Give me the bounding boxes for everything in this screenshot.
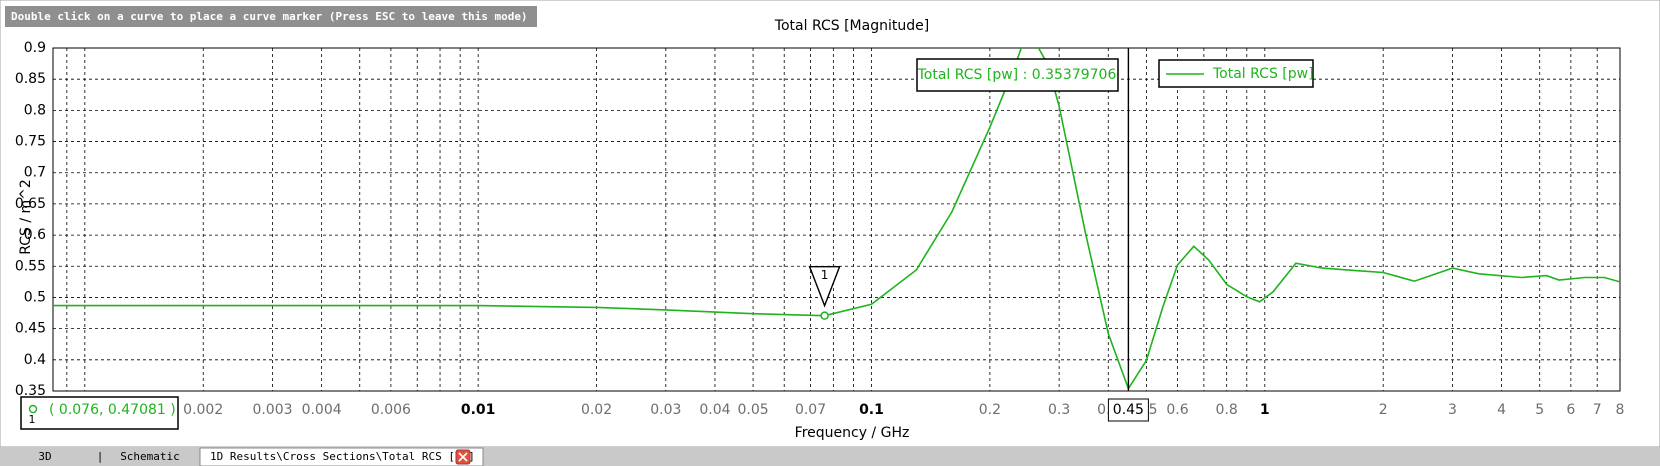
y-tick-label: 0.5 [24, 289, 46, 305]
marker-box-icon [28, 404, 38, 414]
y-tick-label: 0.8 [24, 102, 46, 118]
x-tick-label: 0.002 [183, 402, 223, 418]
x-tick-label: 0.01 [461, 402, 496, 418]
x-tick-label: 0.003 [252, 402, 292, 418]
grid: 0.350.40.450.50.550.60.650.70.750.80.850… [15, 40, 1625, 418]
tab[interactable]: 3D [38, 450, 51, 463]
x-tick-label: 0.04 [699, 402, 730, 418]
x-tick-label: 5 [1535, 402, 1544, 418]
x-tick-label: 3 [1448, 402, 1457, 418]
x-tick-label: 0.2 [979, 402, 1001, 418]
tab-bg [199, 447, 484, 466]
x-tick-label: 0.07 [795, 402, 826, 418]
tab[interactable]: 1D Results\Cross Sections\Total RCS [pw] [210, 450, 475, 463]
y-tick-label: 0.55 [15, 258, 46, 274]
marker-box-name: 1 [29, 413, 36, 426]
axis-marker-box [1107, 398, 1149, 422]
y-axis-label: RCS / m^2 [18, 179, 34, 255]
y-tick-label: 0.6 [24, 227, 46, 243]
x-tick-label: 0.03 [650, 402, 681, 418]
axis-marker-label: 0.45 [1113, 402, 1144, 418]
x-tick-label: 0.006 [371, 402, 411, 418]
x-tick-label: 1 [1260, 402, 1270, 418]
x-tick-label: 0.004 [302, 402, 342, 418]
tab-separator: | [97, 450, 104, 463]
overlays: 0.45 Total RCS [pw] : 0.35379706 Total RCS… [20, 48, 1314, 430]
series-line [53, 48, 1620, 391]
frame [0, 0, 1660, 448]
x-tick-label: 0.02 [581, 402, 612, 418]
x-tick-label: 2 [1379, 402, 1388, 418]
tab[interactable]: Schematic [120, 450, 180, 463]
x-tick-label: 0.05 [737, 402, 768, 418]
curve-marker [820, 311, 829, 320]
x-tick-label: 8 [1616, 402, 1625, 418]
marker-box [20, 396, 179, 430]
readout: Total RCS [pw] : 0.35379706 [917, 67, 1117, 83]
y-tick-label: 0.45 [15, 321, 46, 337]
x-tick-label: 0.1 [859, 402, 884, 418]
x-tick-label: 4 [1497, 402, 1506, 418]
x-tick-label: 6 [1566, 402, 1575, 418]
y-tick-label: 0.85 [15, 71, 46, 87]
y-tick-label: 0.7 [24, 165, 46, 181]
x-axis-label: Frequency / GHz [795, 425, 910, 441]
plot [53, 48, 1620, 391]
chart-title: Total RCS [Magnitude] [774, 18, 929, 34]
marker-flag [808, 265, 841, 308]
y-tick-label: 0.35 [15, 383, 46, 399]
banner-bg [5, 6, 537, 27]
x-tick-label: 0.8 [1216, 402, 1238, 418]
plot-border [52, 47, 1621, 392]
legend-label: Total RCS [pw] [1212, 66, 1314, 82]
tab-close-x [458, 452, 468, 462]
readout-box [916, 58, 1119, 92]
x-tick-label: 0.3 [1048, 402, 1070, 418]
y-tick-label: 0.4 [24, 352, 46, 368]
y-tick-label: 0.9 [24, 40, 46, 56]
x-tick-label: 0.6 [1166, 402, 1188, 418]
tabs: 3D Schematic 1D Results\Cross Sections\Tot… [38, 447, 484, 466]
y-tick-label: 0.65 [15, 196, 46, 212]
marker-box-label: ( 0.076, 0.47081 ) [49, 402, 176, 418]
banner: Double click on a curve to place a curve… [11, 10, 528, 23]
y-tick-label: 0.75 [15, 134, 46, 150]
marker-flag-label: 1 [821, 268, 829, 282]
x-tick-label: 7 [1593, 402, 1602, 418]
